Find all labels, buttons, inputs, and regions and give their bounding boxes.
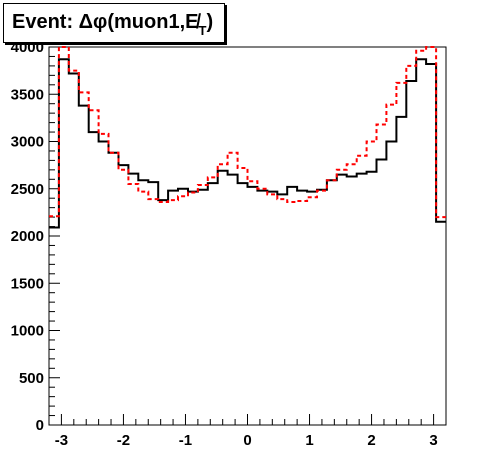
x-tick-label: 3 [429, 432, 437, 449]
title-suffix: ) [206, 11, 214, 33]
title-subscript: T [198, 23, 207, 38]
y-tick-label: 1500 [11, 275, 44, 292]
y-tick-label: 1000 [11, 323, 44, 340]
x-axis: -3 -2 -1 0 1 2 3 [48, 414, 447, 449]
y-tick-label: 3000 [11, 134, 44, 151]
y-tick-label: 2000 [11, 228, 44, 245]
chart-title: Event: Δφ(muon1,E̸T) [12, 11, 214, 38]
y-tick-label: 0 [36, 417, 44, 434]
title-prefix: Event: Δφ(muon1, [12, 11, 186, 33]
x-tick-label: 1 [305, 432, 313, 449]
title-box: Event: Δφ(muon1,E̸T) [3, 3, 225, 43]
y-tick-label: 4000 [11, 39, 44, 56]
x-tick-label: -2 [117, 432, 130, 449]
x-tick-label: -3 [55, 432, 68, 449]
y-axis: 0 500 1000 1500 2000 2500 3000 3500 4000 [11, 39, 60, 434]
y-tick-label: 500 [19, 370, 44, 387]
x-tick-label: 0 [243, 432, 251, 449]
met-symbol: E̸ [185, 11, 199, 33]
x-tick-label: 2 [367, 432, 375, 449]
y-tick-label: 2500 [11, 181, 44, 198]
x-tick-label: -1 [179, 432, 192, 449]
y-tick-label: 3500 [11, 86, 44, 103]
series-layer [49, 46, 446, 229]
plot-frame [48, 46, 447, 426]
